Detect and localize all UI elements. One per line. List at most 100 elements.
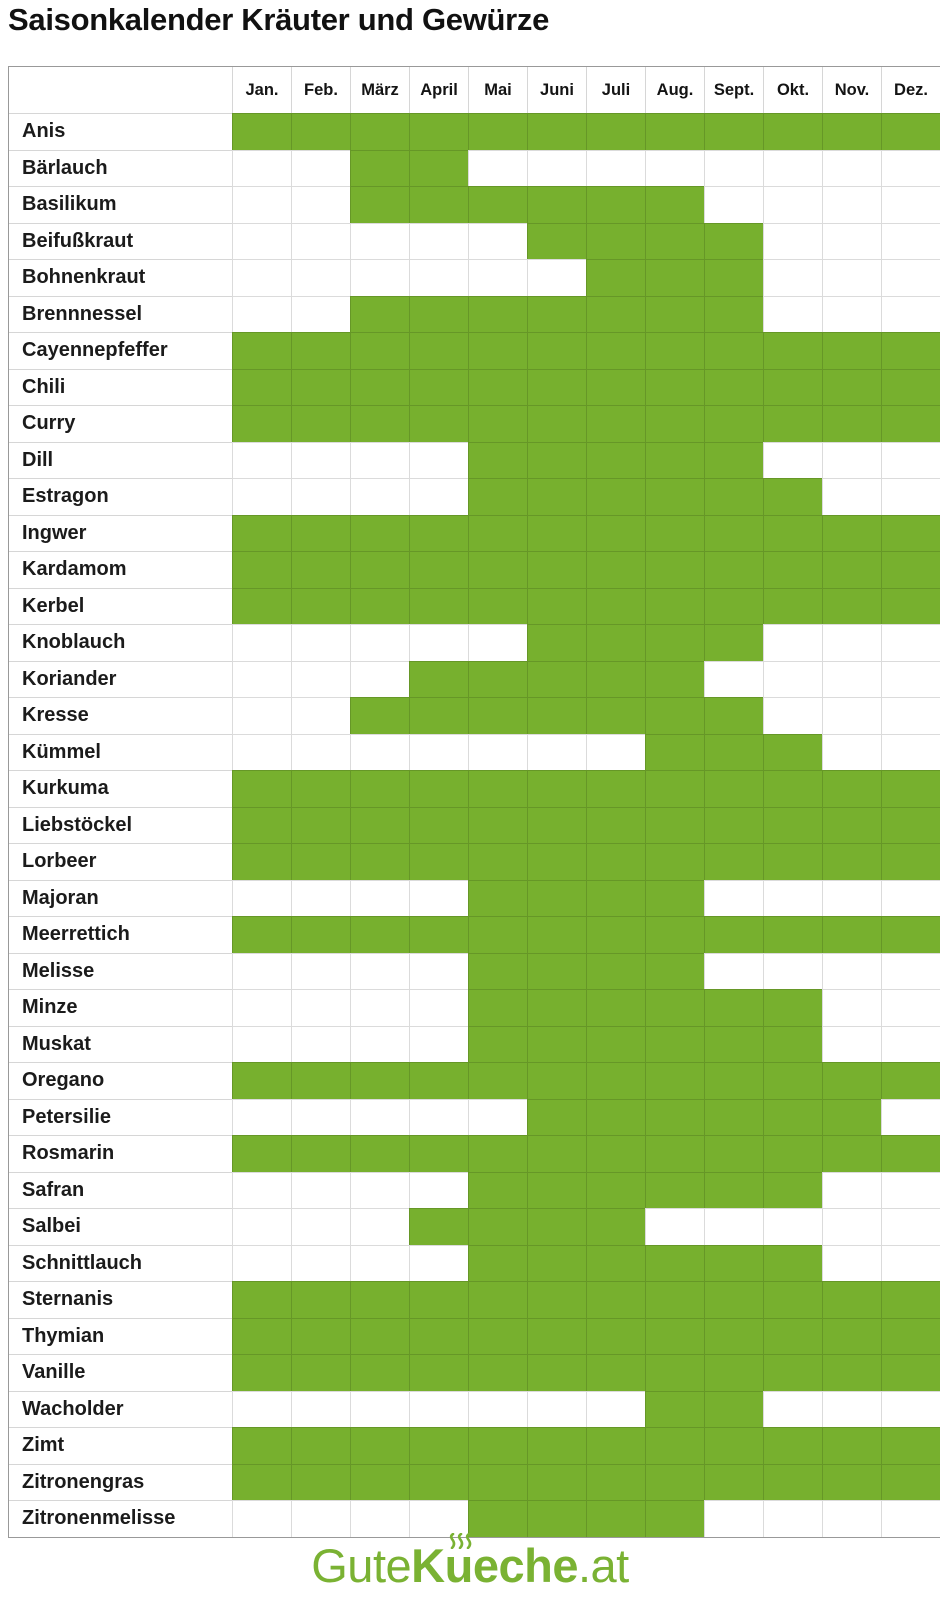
month-cell [232,441,291,478]
month-cell [527,989,586,1026]
month-cell [881,405,940,442]
month-cell [350,1390,409,1427]
month-cell [350,697,409,734]
month-cell [409,1025,468,1062]
month-cell [232,770,291,807]
logo-u-wrap: u [445,1533,473,1593]
month-cell [350,843,409,880]
month-cell [232,149,291,186]
month-header: Sept. [704,67,763,113]
month-cell [291,405,350,442]
month-cell [763,478,822,515]
month-cell [763,1244,822,1281]
month-cell [763,514,822,551]
month-cell [468,879,527,916]
month-cell [586,149,645,186]
herb-label: Kurkuma [9,770,232,807]
month-cell [586,1500,645,1537]
month-cell [704,1281,763,1318]
month-cell [409,1244,468,1281]
month-cell [527,1135,586,1172]
month-cell [468,587,527,624]
month-cell [468,186,527,223]
month-cell [409,660,468,697]
month-cell [881,295,940,332]
month-cell [291,1171,350,1208]
month-cell [468,1390,527,1427]
month-cell [527,697,586,734]
month-cell [409,916,468,953]
herb-label: Rosmarin [9,1135,232,1172]
month-cell [468,1135,527,1172]
logo-text-eche: eche [472,1539,579,1592]
month-cell [232,733,291,770]
month-cell [291,916,350,953]
month-cell [586,1062,645,1099]
month-cell [763,843,822,880]
month-cell [645,660,704,697]
month-cell [586,1098,645,1135]
month-cell [232,660,291,697]
month-cell [645,478,704,515]
month-cell [704,1390,763,1427]
month-cell [527,806,586,843]
month-cell [232,551,291,588]
month-cell [645,1208,704,1245]
herb-label: Majoran [9,879,232,916]
month-cell [586,1244,645,1281]
month-cell [232,624,291,661]
month-cell [350,478,409,515]
month-cell [527,441,586,478]
month-cell [527,1062,586,1099]
month-cell [291,879,350,916]
month-cell [586,806,645,843]
month-cell [704,441,763,478]
month-cell [763,1281,822,1318]
herb-label: Brennnessel [9,295,232,332]
month-cell [822,1463,881,1500]
herb-label: Liebstöckel [9,806,232,843]
month-cell [350,952,409,989]
month-cell [232,1171,291,1208]
month-cell [527,1500,586,1537]
month-cell [291,149,350,186]
month-cell [763,916,822,953]
month-cell [763,587,822,624]
month-cell [586,186,645,223]
month-cell [822,368,881,405]
month-cell [409,806,468,843]
month-cell [822,1427,881,1464]
month-cell [586,952,645,989]
month-cell [350,1062,409,1099]
month-cell [881,1135,940,1172]
month-cell [763,1390,822,1427]
month-cell [527,222,586,259]
month-cell [704,1171,763,1208]
month-cell [291,1062,350,1099]
month-cell [881,222,940,259]
month-cell [232,186,291,223]
month-cell [763,222,822,259]
month-cell [645,1062,704,1099]
month-cell [586,368,645,405]
month-cell [291,1208,350,1245]
month-cell [291,1244,350,1281]
month-cell [881,186,940,223]
month-cell [704,733,763,770]
herb-label: Thymian [9,1317,232,1354]
month-cell [586,1208,645,1245]
month-cell [763,1135,822,1172]
month-cell [822,952,881,989]
month-cell [527,1281,586,1318]
month-cell [881,149,940,186]
month-cell [350,587,409,624]
month-cell [350,1317,409,1354]
month-cell [763,149,822,186]
month-cell [881,514,940,551]
month-cell [468,441,527,478]
month-cell [350,770,409,807]
month-cell [409,1171,468,1208]
month-cell [527,113,586,150]
month-cell [232,1135,291,1172]
month-cell [822,259,881,296]
